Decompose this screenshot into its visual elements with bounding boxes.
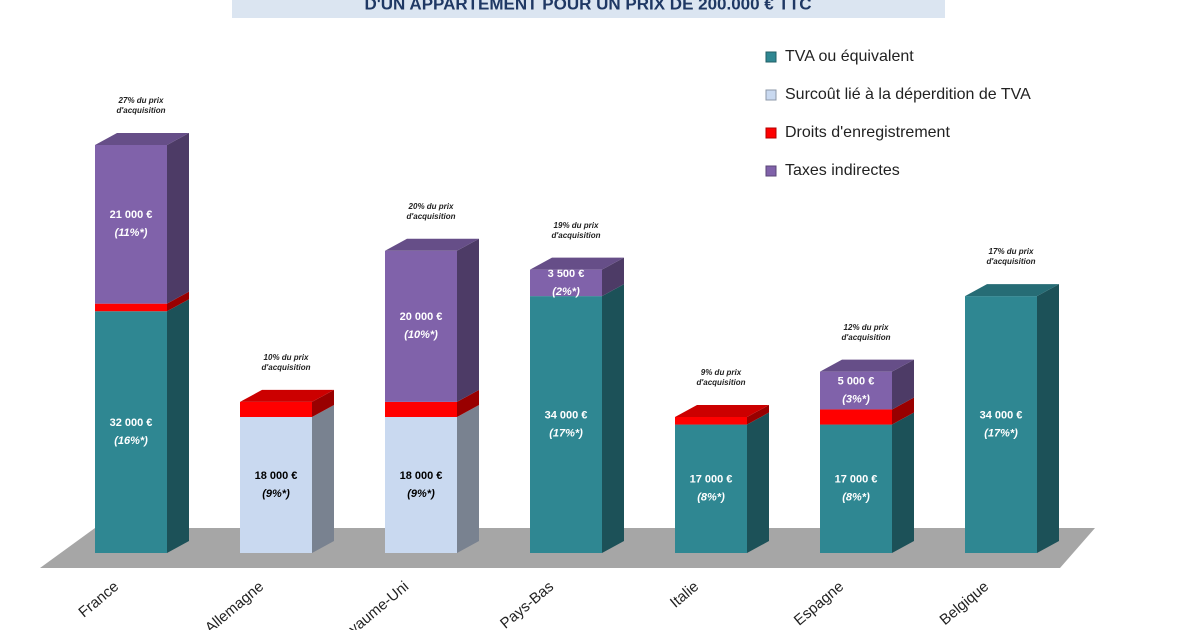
bar-side: [892, 359, 914, 410]
x-tick-label: Espagne: [791, 578, 847, 629]
bar-side: [747, 412, 769, 553]
bar-segment: [385, 250, 457, 402]
share-label: (11%*): [115, 227, 148, 239]
bar-top: [675, 405, 769, 417]
annotation: 27% du prix: [118, 96, 164, 105]
annotation: d'acquisition: [406, 212, 455, 221]
bar-side: [167, 133, 189, 304]
x-tick-label: Pays-Bas: [497, 578, 557, 630]
legend-label: Taxes indirectes: [785, 162, 900, 179]
value-label: 34 000 €: [545, 409, 588, 421]
annotation: d'acquisition: [116, 106, 165, 115]
share-label: (2%*): [552, 286, 580, 298]
share-label: (9%*): [262, 488, 290, 500]
x-tick-label: Royaume-Uni: [331, 578, 412, 630]
x-tick-label: Italie: [667, 578, 702, 611]
value-label: 5 000 €: [838, 375, 875, 387]
bar-top: [240, 389, 334, 402]
x-tick-label: Belgique: [936, 578, 992, 629]
value-label: 18 000 €: [400, 470, 443, 482]
legend-swatch: [765, 127, 777, 139]
annotation: 10% du prix: [264, 353, 309, 362]
annotation: 17% du prix: [989, 247, 1034, 256]
legend-label: Droits d'enregistrement: [785, 124, 950, 141]
bar-segment: [820, 371, 892, 410]
legend-label: TVA ou équivalent: [785, 48, 914, 65]
value-label: 20 000 €: [400, 311, 443, 323]
bar-side: [602, 257, 624, 297]
share-label: (16%*): [114, 435, 148, 447]
annotation: 19% du prix: [554, 221, 599, 230]
bar-segment: [820, 409, 892, 425]
x-tick-label: France: [75, 578, 122, 621]
value-label: 3 500 €: [548, 268, 585, 280]
legend-swatch: [765, 165, 777, 177]
x-tick-label: Allemagne: [202, 578, 267, 630]
bar-segment: [820, 424, 892, 553]
value-label: 34 000 €: [980, 409, 1023, 421]
bar-segment: [530, 269, 602, 297]
bar-segment: [95, 303, 167, 312]
bar-top: [95, 133, 189, 145]
chart-title: D'UN APPARTEMENT POUR UN PRIX DE 200.000…: [364, 0, 811, 13]
share-label: (3%*): [842, 393, 870, 405]
bar-segment: [675, 424, 747, 553]
bar-segment: [385, 401, 457, 417]
legend-swatch: [765, 51, 777, 63]
bar-top: [820, 359, 914, 372]
annotation: d'acquisition: [551, 231, 600, 240]
annotation: 20% du prix: [408, 202, 454, 211]
bar-top: [385, 238, 479, 251]
bar-segment: [530, 296, 602, 553]
share-label: (17%*): [549, 427, 583, 439]
share-label: (8%*): [697, 492, 725, 504]
share-label: (9%*): [407, 488, 435, 500]
bar-segment: [240, 401, 312, 417]
bar-side: [312, 389, 334, 417]
bar-segment: [385, 417, 457, 553]
bar-side: [167, 299, 189, 553]
share-label: (8%*): [842, 492, 870, 504]
bar-side: [457, 405, 479, 553]
share-label: (10%*): [404, 329, 438, 341]
bar-segment: [95, 311, 167, 553]
bar-side: [167, 291, 189, 312]
bar-segment: [95, 145, 167, 304]
bar-side: [892, 397, 914, 425]
bar-segment: [240, 417, 312, 553]
value-label: 18 000 €: [255, 470, 298, 482]
bar-segment: [675, 417, 747, 425]
value-label: 17 000 €: [835, 474, 878, 486]
bar-side: [457, 389, 479, 417]
title-box: [232, 0, 945, 18]
value-label: 17 000 €: [690, 474, 733, 486]
legend-swatch: [765, 89, 777, 101]
value-label: 32 000 €: [110, 417, 153, 429]
bar-side: [747, 405, 769, 425]
legend-label: Surcoût lié à la déperdition de TVA: [785, 86, 1031, 103]
share-label: (17%*): [984, 427, 1018, 439]
value-label: 21 000 €: [110, 209, 153, 221]
bar-side: [312, 405, 334, 553]
annotation: d'acquisition: [841, 333, 890, 342]
annotation: d'acquisition: [696, 378, 745, 387]
bar-segment: [965, 296, 1037, 553]
bar-top: [530, 257, 624, 270]
bar-side: [602, 284, 624, 553]
bar-side: [1037, 284, 1059, 553]
bar-top: [965, 284, 1059, 297]
annotation: 9% du prix: [701, 368, 742, 377]
bar-side: [457, 238, 479, 402]
annotation: d'acquisition: [261, 363, 310, 372]
bar-side: [892, 412, 914, 553]
annotation: d'acquisition: [986, 257, 1035, 266]
annotation: 12% du prix: [844, 323, 889, 332]
